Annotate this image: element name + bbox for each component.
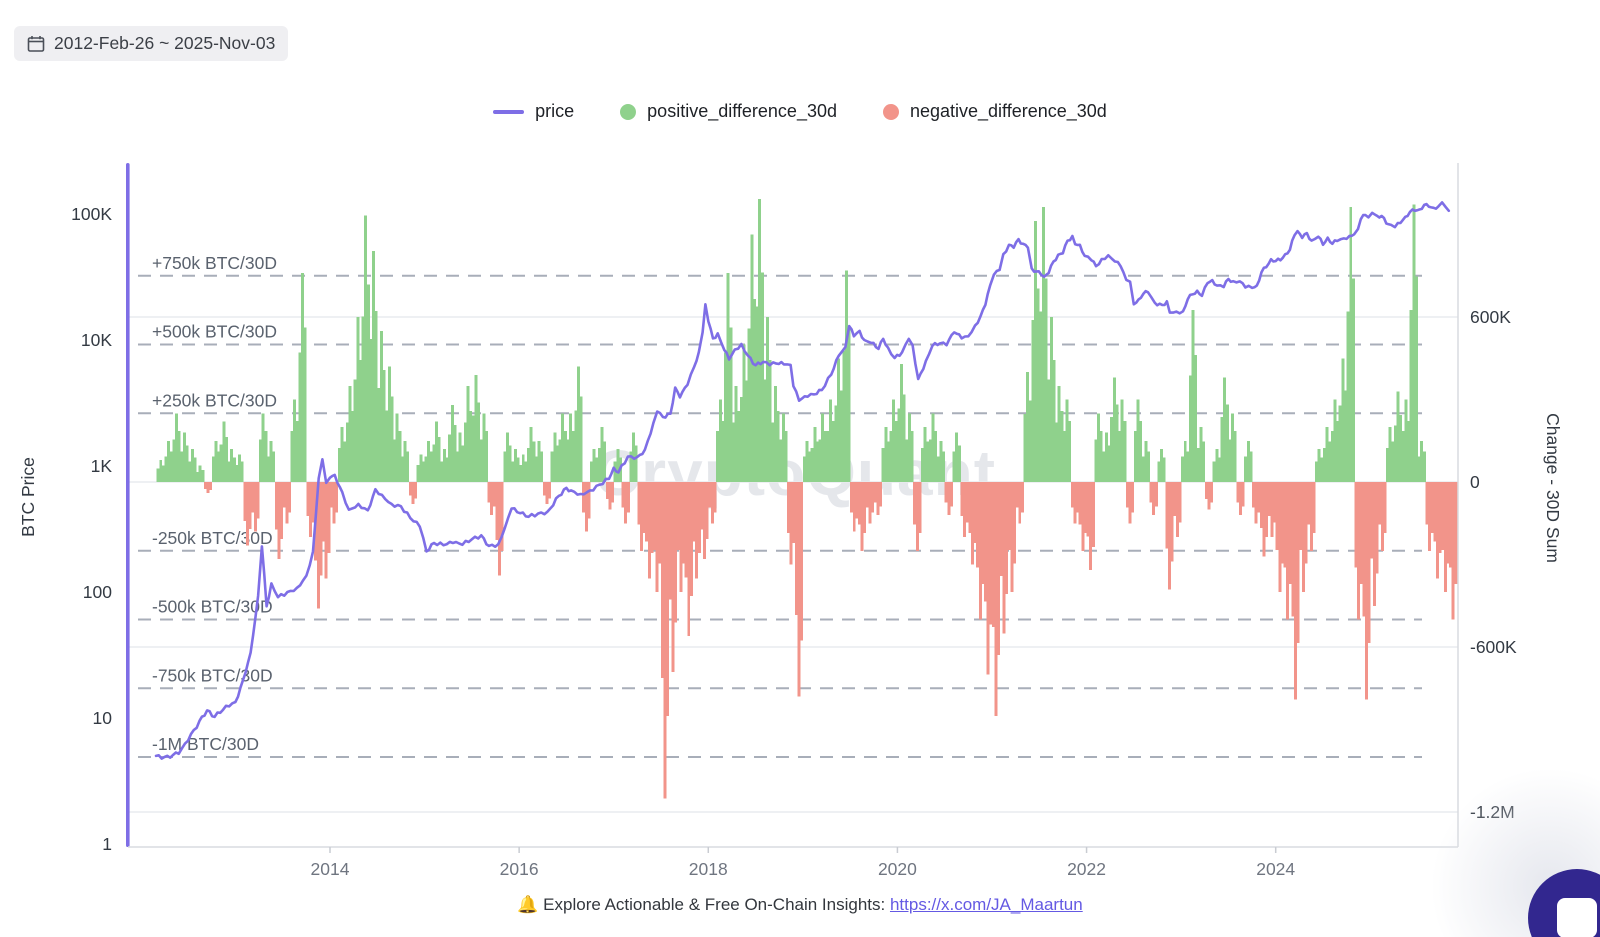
threshold-lines: +750k BTC/30D +500k BTC/30D +250k BTC/30D -… bbox=[138, 253, 1422, 758]
legend-item-negative-difference[interactable]: negative_difference_30d bbox=[882, 101, 1107, 122]
price-line-swatch bbox=[493, 109, 525, 114]
svg-text:2018: 2018 bbox=[689, 859, 728, 879]
date-range-text: 2012-Feb-26 ~ 2025-Nov-03 bbox=[54, 33, 276, 53]
svg-text:+500k BTC/30D: +500k BTC/30D bbox=[152, 322, 277, 342]
svg-text:1K: 1K bbox=[91, 456, 113, 476]
svg-text:600K: 600K bbox=[1470, 307, 1511, 327]
svg-text:-250k BTC/30D: -250k BTC/30D bbox=[152, 528, 273, 548]
legend-item-positive-difference[interactable]: positive_difference_30d bbox=[620, 101, 837, 122]
left-axis-line bbox=[126, 163, 130, 847]
svg-text:+750k BTC/30D: +750k BTC/30D bbox=[152, 253, 277, 273]
svg-text:-500k BTC/30D: -500k BTC/30D bbox=[152, 597, 273, 617]
negative-difference-bars bbox=[203, 482, 1458, 799]
axes bbox=[126, 163, 1459, 848]
footer-text: Explore Actionable & Free On-Chain Insig… bbox=[543, 895, 890, 914]
svg-text:1: 1 bbox=[102, 834, 112, 854]
left-axis-ticks: 100K 10K 1K 100 10 1 bbox=[71, 204, 112, 854]
positive-difference-swatch bbox=[620, 103, 637, 120]
svg-text:10: 10 bbox=[93, 708, 113, 728]
svg-text:100K: 100K bbox=[71, 204, 112, 224]
calendar-icon bbox=[27, 35, 45, 53]
svg-text:-750k BTC/30D: -750k BTC/30D bbox=[152, 665, 273, 685]
price-line bbox=[154, 201, 1451, 760]
positive-difference-bars bbox=[156, 198, 1426, 483]
svg-text:0: 0 bbox=[1470, 472, 1480, 492]
legend-label-negative-difference: negative_difference_30d bbox=[909, 101, 1107, 121]
bell-icon: 🔔 bbox=[517, 895, 539, 914]
chart-legend: price positive_difference_30d negative_d… bbox=[0, 101, 1600, 122]
footer-link[interactable]: https://x.com/JA_Maartun bbox=[889, 895, 1083, 914]
footer-promo: 🔔 Explore Actionable & Free On-Chain Ins… bbox=[0, 895, 1600, 915]
legend-item-price[interactable]: price bbox=[493, 101, 574, 122]
right-axis-title: Change - 30D Sum bbox=[1543, 413, 1563, 563]
svg-text:+250k BTC/30D: +250k BTC/30D bbox=[152, 390, 277, 410]
svg-text:2022: 2022 bbox=[1067, 859, 1106, 879]
date-range-badge[interactable]: 2012-Feb-26 ~ 2025-Nov-03 bbox=[14, 26, 289, 61]
svg-text:2014: 2014 bbox=[311, 859, 350, 879]
left-axis-title: BTC Price bbox=[18, 457, 38, 537]
x-axis-ticks: 2014 2016 2018 2020 2022 2024 bbox=[311, 847, 1295, 879]
svg-text:100: 100 bbox=[83, 582, 112, 602]
negative-difference-swatch bbox=[882, 103, 899, 120]
svg-text:2016: 2016 bbox=[500, 859, 539, 879]
svg-text:-1M BTC/30D: -1M BTC/30D bbox=[152, 734, 259, 754]
legend-label-positive-difference: positive_difference_30d bbox=[647, 101, 837, 121]
svg-text:-600K: -600K bbox=[1470, 637, 1517, 657]
svg-text:10K: 10K bbox=[81, 330, 112, 350]
legend-label-price: price bbox=[535, 101, 575, 121]
svg-text:2020: 2020 bbox=[878, 859, 917, 879]
svg-text:2024: 2024 bbox=[1256, 859, 1295, 879]
